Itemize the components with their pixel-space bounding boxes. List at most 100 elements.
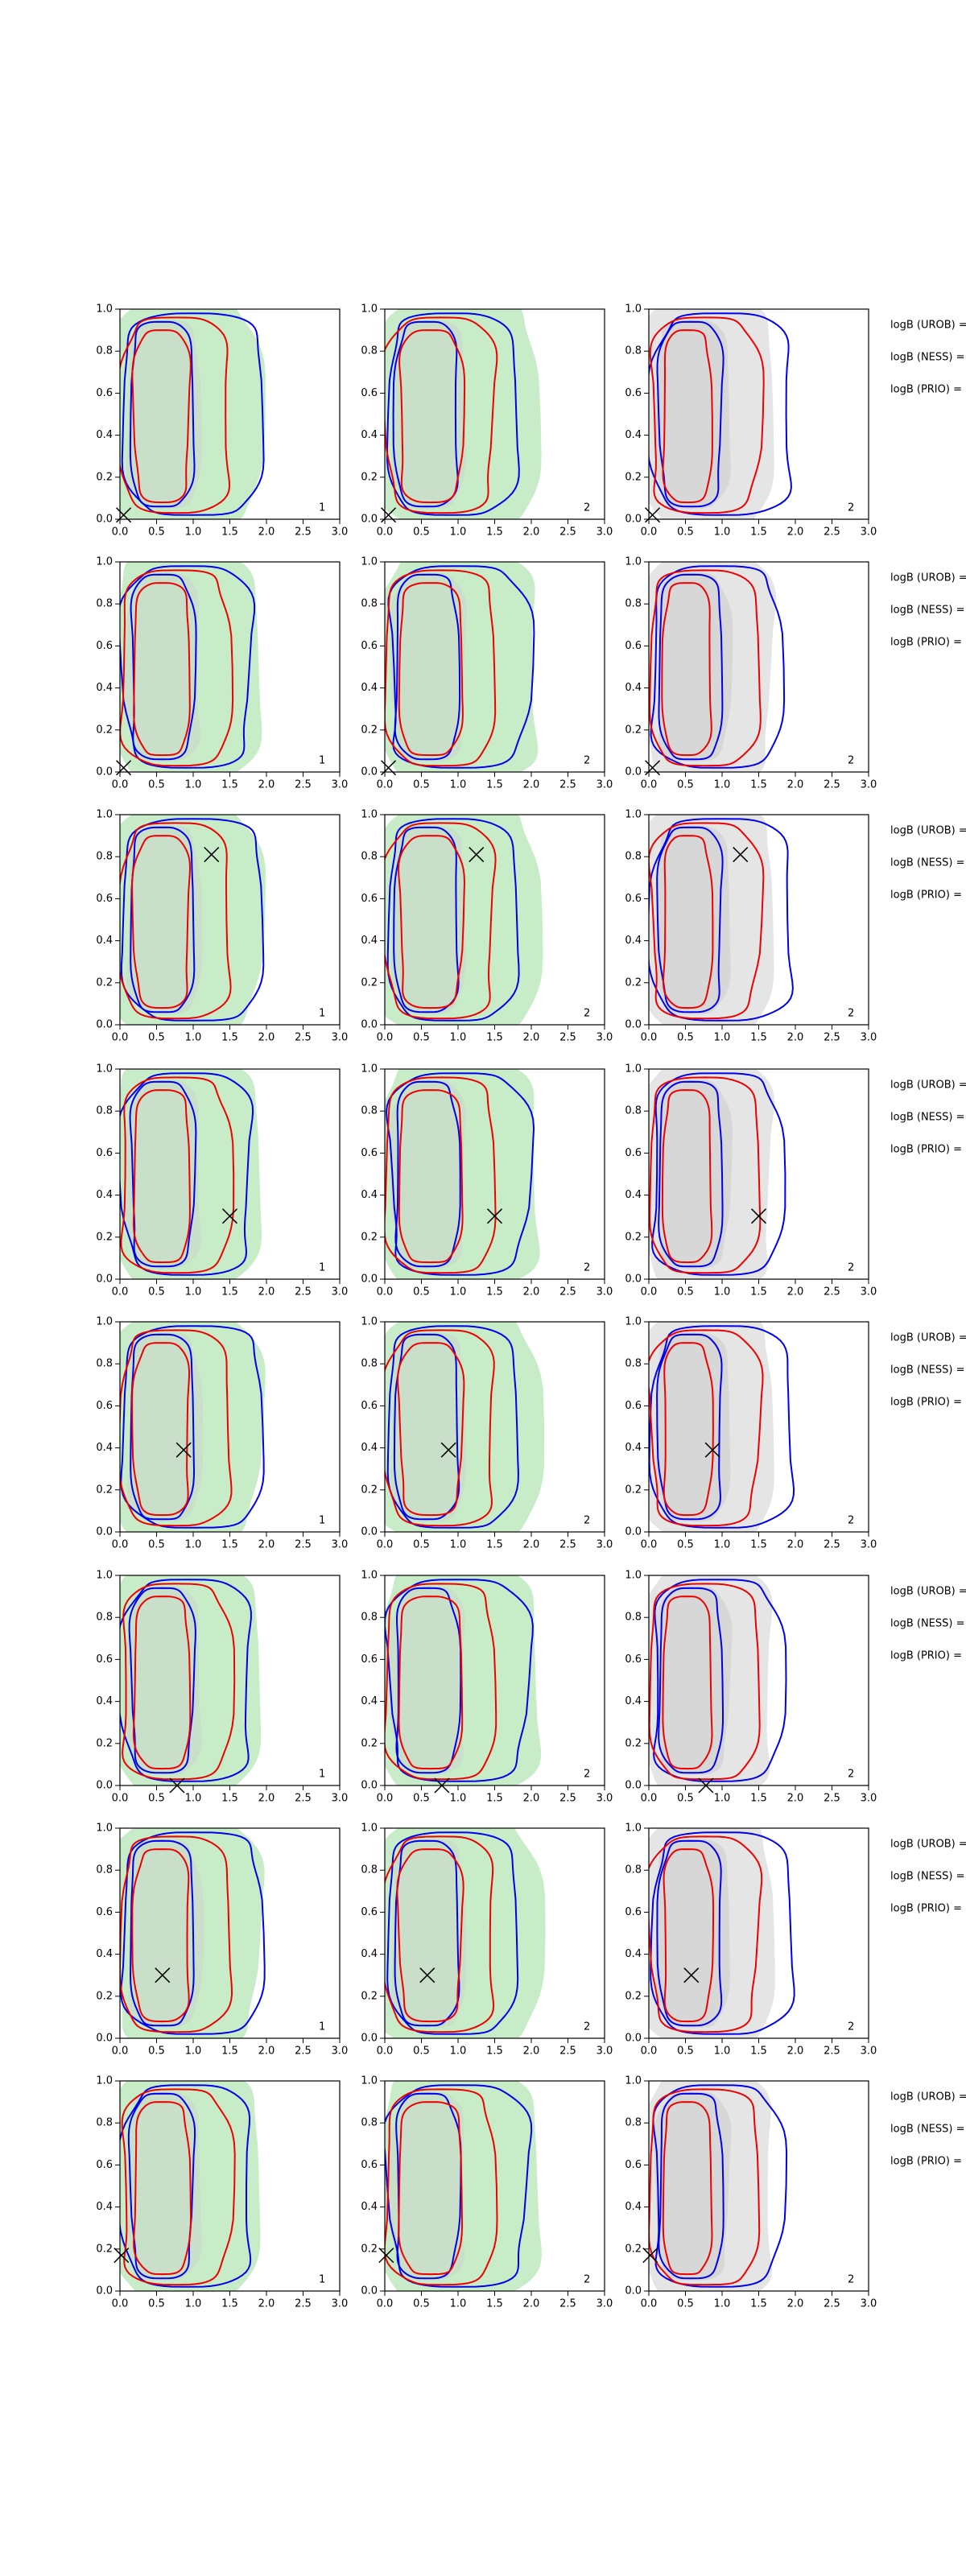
- y-tick-label: 0.0: [361, 766, 378, 778]
- y-tick-label: 0.6: [361, 640, 378, 652]
- contour-blue: [121, 312, 265, 516]
- annotation: logB (UROB) =: [890, 1839, 966, 1851]
- y-tick-label: 0.2: [625, 1484, 642, 1496]
- marker-stroke: [221, 1208, 238, 1224]
- x-tick-label: 2.5: [559, 2046, 576, 2058]
- marker: [440, 1442, 456, 1458]
- x-tick-label: 0.0: [112, 1032, 129, 1044]
- x-tick-label: 2.5: [824, 779, 840, 791]
- y-tick-label: 0.0: [96, 1019, 113, 1031]
- x-tick-label: 2.0: [787, 2046, 804, 2058]
- contour-blue: [394, 573, 461, 761]
- x-tick-label: 0.5: [413, 1539, 430, 1551]
- x-tick-label: 3.0: [861, 526, 877, 539]
- x-tick-label: 0.5: [148, 779, 165, 791]
- y-tick-label: 1.0: [96, 1570, 113, 1582]
- annotation: logB (UROB) =: [890, 1586, 966, 1598]
- y-tick-label: 0.8: [361, 1864, 378, 1876]
- x-tick-label: 3.0: [861, 2046, 877, 2058]
- contour-red: [385, 1329, 495, 1527]
- x-tick-label: 0.0: [112, 2046, 129, 2058]
- x-tick-label: 2.0: [787, 1286, 804, 1298]
- y-tick-label: 0.8: [96, 1358, 113, 1370]
- contour-blue: [653, 1579, 787, 1782]
- x-tick-label: 3.0: [861, 779, 877, 791]
- y-tick-label: 0.8: [361, 1358, 378, 1370]
- contour-blue: [658, 2092, 724, 2280]
- panel-label: 2: [584, 755, 590, 767]
- y-tick-label: 0.6: [361, 893, 378, 905]
- x-tick-label: 1.5: [486, 1793, 503, 1805]
- density-core: [126, 2091, 202, 2281]
- panel: 0.0 0.5 1.0 1.5 2.0 2.5 3.0 0.0 0.2 0.4 0.6 0.8 1.0 2: [625, 556, 877, 791]
- y-tick-label: 0.0: [361, 514, 378, 526]
- x-tick-label: 1.0: [714, 1286, 731, 1298]
- x-tick-label: 0.5: [677, 526, 694, 539]
- contour-blue: [385, 1072, 535, 1276]
- y-tick-label: 0.6: [361, 1400, 378, 1412]
- x-tick-label: 3.0: [597, 526, 613, 539]
- y-tick-label: 0.0: [361, 2033, 378, 2045]
- panel: 0.0 0.5 1.0 1.5 2.0 2.5 3.0 0.0 0.2 0.4 0.6 0.8 1.0 2: [625, 303, 877, 539]
- y-tick-label: 0.6: [361, 2159, 378, 2171]
- marker: [698, 1777, 714, 1794]
- contour-red: [396, 1848, 464, 2023]
- contour-red: [385, 2088, 498, 2286]
- y-tick-label: 0.6: [96, 1653, 113, 1666]
- density-core: [124, 572, 200, 762]
- contour-blue: [120, 2084, 252, 2288]
- contour-red: [385, 1583, 497, 1781]
- y-tick-label: 0.0: [361, 1526, 378, 1538]
- density-core: [388, 1586, 465, 1775]
- y-tick-label: 0.8: [625, 1612, 642, 1624]
- y-tick-label: 0.8: [625, 598, 642, 610]
- panel: 0.0 0.5 1.0 1.5 2.0 2.5 3.0 0.0 0.2 0.4 0.6 0.8 1.0 2: [361, 2075, 613, 2310]
- annotation: logB (PRIO) =: [890, 637, 962, 649]
- marker: [486, 1208, 503, 1224]
- contour-blue: [658, 1587, 724, 1774]
- y-tick-label: 0.4: [625, 935, 642, 947]
- x-tick-label: 1.0: [714, 526, 731, 539]
- y-tick-label: 0.2: [361, 1484, 378, 1496]
- contour-red: [662, 1596, 713, 1770]
- density-core: [389, 2091, 465, 2281]
- contours: [120, 815, 266, 1025]
- panel-label: 2: [584, 1769, 590, 1781]
- annotation: logB (NESS) =: [890, 857, 964, 869]
- contour-red: [649, 316, 765, 514]
- y-tick-label: 0.6: [96, 387, 113, 399]
- y-tick-label: 0.4: [361, 1442, 378, 1454]
- annotation: logB (NESS) =: [890, 1871, 964, 1883]
- y-tick-label: 1.0: [625, 809, 642, 821]
- panel: 0.0 0.5 1.0 1.5 2.0 2.5 3.0 0.0 0.2 0.4 0.6 0.8 1.0 2: [361, 1570, 613, 1805]
- contour-red: [131, 1848, 190, 2023]
- annotation: logB (UROB) =: [890, 572, 966, 584]
- x-tick-label: 2.5: [295, 1539, 312, 1551]
- x-tick-label: 0.0: [641, 1286, 658, 1298]
- x-tick-label: 1.0: [450, 1539, 467, 1551]
- y-tick-label: 0.2: [96, 976, 113, 989]
- y-tick-label: 0.6: [361, 1906, 378, 1918]
- contour-blue: [394, 1080, 461, 1268]
- x-tick-label: 2.5: [295, 1286, 312, 1298]
- x-tick-label: 2.5: [559, 2298, 576, 2310]
- contour-red: [120, 822, 232, 1020]
- y-tick-label: 1.0: [361, 2075, 378, 2087]
- x-tick-label: 1.5: [750, 2046, 767, 2058]
- marker-stroke: [116, 760, 132, 776]
- x-tick-label: 0.5: [677, 1032, 694, 1044]
- annotation: logB (PRIO) =: [890, 1650, 962, 1662]
- annotation: logB (NESS) =: [890, 1112, 964, 1124]
- x-tick-label: 2.0: [787, 1539, 804, 1551]
- x-tick-label: 2.5: [559, 1793, 576, 1805]
- contour-blue: [649, 1325, 795, 1529]
- y-tick-label: 0.2: [361, 1737, 378, 1749]
- x-tick-label: 0.0: [112, 779, 129, 791]
- contours: [120, 1069, 262, 1279]
- contour-blue: [386, 312, 520, 516]
- y-tick-label: 0.0: [96, 766, 113, 778]
- x-tick-label: 1.5: [221, 526, 238, 539]
- contour-blue: [130, 1333, 196, 1521]
- y-tick-label: 0.4: [96, 2201, 113, 2213]
- contour-red: [397, 1342, 465, 1517]
